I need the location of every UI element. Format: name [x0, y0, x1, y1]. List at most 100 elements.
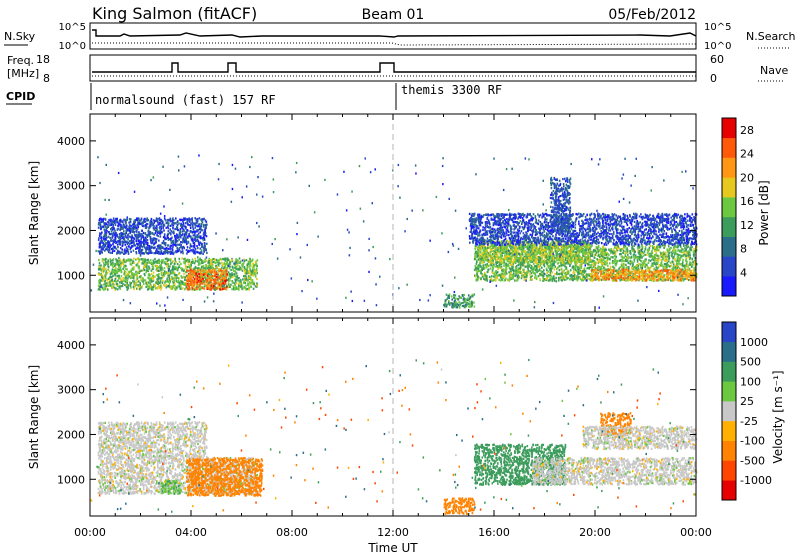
power-cell: [139, 270, 141, 273]
power-cell: [129, 284, 132, 287]
power-cell: [112, 243, 114, 246]
power-cell: [168, 265, 170, 268]
power-cell: [145, 271, 147, 274]
power-cell: [119, 238, 121, 242]
power-cell: [167, 225, 169, 228]
power-cell: [162, 279, 164, 282]
power-cell: [163, 273, 165, 276]
power-cell: [222, 282, 224, 285]
power-cell: [128, 270, 131, 273]
power-cell: [125, 225, 128, 228]
power-cell: [163, 270, 166, 273]
power-cell: [203, 242, 206, 245]
power-cell: [103, 235, 105, 238]
power-cell: [120, 237, 122, 240]
power-cell: [131, 234, 133, 237]
power-cell: [594, 249, 596, 252]
power-cell: [197, 267, 199, 270]
power-cell: [196, 273, 199, 276]
power-cell: [109, 283, 112, 286]
power-cell: [166, 280, 168, 283]
power-cell: [176, 268, 178, 271]
power-cell: [653, 268, 655, 271]
power-cell: [184, 271, 187, 274]
power-cell: [170, 230, 173, 233]
power-cell: [244, 277, 246, 280]
power-cell: [133, 281, 136, 285]
power-cell: [247, 262, 249, 266]
power-cell: [228, 263, 230, 266]
power-cell: [157, 280, 159, 283]
power-cell: [196, 220, 199, 223]
power-cell: [158, 266, 160, 269]
power-cell: [193, 278, 196, 281]
power-cell: [166, 285, 169, 288]
power-cell: [120, 281, 123, 284]
power-cell: [115, 247, 118, 250]
power-cell: [156, 234, 158, 237]
power-cell: [479, 261, 482, 264]
power-cell: [490, 264, 492, 267]
power-cell: [193, 273, 195, 276]
power-cell: [200, 226, 202, 229]
power-cell: [104, 267, 107, 270]
power-cell: [121, 244, 124, 248]
power-cell: [244, 281, 246, 284]
power-cell: [186, 280, 189, 283]
power-cell: [116, 234, 118, 237]
power-cell: [201, 261, 203, 264]
power-cell: [171, 220, 174, 223]
power-cell: [114, 278, 117, 281]
power-cell: [202, 236, 205, 239]
power-cell: [119, 267, 121, 270]
power-cell: [147, 276, 149, 279]
power-cell: [132, 227, 135, 230]
power-cell: [144, 220, 147, 223]
power-cell: [135, 258, 137, 261]
power-cell: [218, 261, 220, 264]
power-cell: [171, 275, 173, 278]
power-cell: [240, 280, 242, 283]
power-cell: [234, 283, 236, 286]
power-cell: [190, 264, 192, 267]
power-cell: [247, 260, 250, 263]
power-cell: [114, 264, 116, 267]
power-cell: [675, 252, 678, 255]
power-cell: [595, 251, 598, 254]
power-cell: [156, 286, 159, 289]
power-cell: [229, 262, 232, 266]
power-cell: [175, 217, 177, 220]
power-cell: [180, 246, 183, 249]
power-cell: [233, 287, 235, 290]
power-cell: [172, 271, 175, 274]
power-cell: [657, 266, 660, 269]
power-cell: [669, 279, 672, 282]
power-cell: [194, 217, 196, 220]
power-cell: [165, 270, 167, 273]
power-cell: [246, 271, 249, 274]
power-cell: [182, 245, 185, 248]
power-cell: [644, 246, 647, 249]
power-cell: [190, 245, 193, 248]
power-cell: [100, 284, 103, 287]
power-cell: [619, 248, 622, 251]
power-cell: [244, 288, 247, 291]
power-cell: [248, 269, 250, 272]
power-cell: [203, 267, 205, 270]
power-cell: [109, 224, 111, 227]
power-cell: [143, 268, 146, 272]
power-cell: [186, 270, 188, 273]
power-cell: [161, 281, 164, 284]
power-cell: [168, 286, 171, 289]
power-cell: [191, 279, 194, 282]
power-cell: [114, 221, 116, 225]
power-cell: [190, 280, 192, 283]
power-cell: [131, 236, 134, 239]
power-cell: [225, 287, 228, 290]
power-cell: [629, 250, 631, 253]
power-cell: [253, 283, 255, 286]
power-cell: [181, 276, 183, 279]
power-cell: [203, 260, 206, 263]
power-cell: [236, 263, 239, 267]
power-cell: [539, 278, 541, 281]
